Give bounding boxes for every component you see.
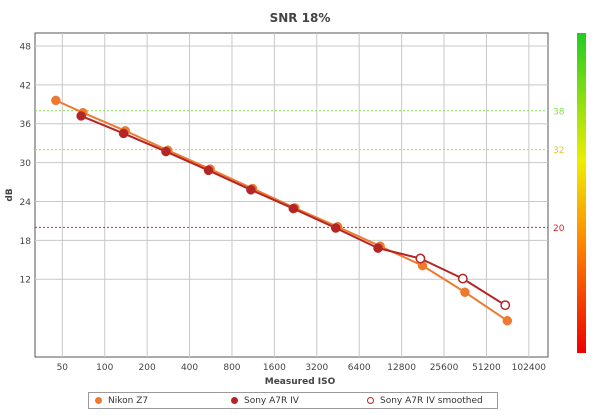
y-axis-label: dB	[5, 188, 15, 201]
legend-label-nikon: Nikon Z7	[108, 395, 149, 406]
y-axis-ticks: 12 18 24 30 36 42 48	[20, 42, 32, 285]
x-tick-label: 3200	[305, 363, 328, 373]
legend-item-nikon-z7[interactable]: Nikon Z7	[89, 396, 225, 406]
x-tick-label: 800	[223, 363, 240, 373]
data-point-nikon-z7	[460, 287, 470, 297]
legend: Nikon Z7 Sony A7R IV Sony A7R IV smoothe…	[88, 392, 498, 409]
x-axis-label: Measured ISO	[265, 377, 336, 387]
grid	[35, 33, 548, 357]
reference-lines: 38 32 20	[35, 107, 565, 234]
y-tick-label: 30	[20, 159, 32, 169]
y-tick-label: 42	[20, 81, 31, 91]
color-scale-bar	[577, 33, 586, 353]
y-tick-label: 24	[20, 198, 32, 208]
legend-marker-sony-smoothed	[367, 397, 374, 404]
data-point-sony-a7r-iv-smoothed	[500, 300, 511, 311]
x-tick-label: 51200	[472, 363, 501, 373]
data-point-nikon-z7	[502, 315, 513, 326]
x-axis-ticks: 50 100 200 400 800 1600 3200 6400 12800 25600 5120…	[57, 363, 547, 373]
x-tick-label: 100	[96, 363, 113, 373]
data-point-sony-a7r-iv-smoothed	[415, 253, 426, 264]
series	[51, 95, 513, 326]
x-tick-label: 102400	[512, 363, 547, 373]
plot-area	[34, 32, 549, 358]
x-tick-label: 12800	[387, 363, 416, 373]
reference-label-20: 20	[553, 224, 565, 234]
x-tick-label: 25600	[430, 363, 459, 373]
data-point-sony-a7r-iv	[76, 111, 86, 121]
data-point-sony-a7r-iv	[246, 185, 256, 195]
y-tick-label: 18	[20, 237, 32, 247]
data-point-nikon-z7	[51, 95, 61, 106]
chart-title: SNR 18%	[270, 11, 331, 25]
reference-label-32: 32	[553, 146, 564, 156]
data-point-sony-a7r-iv	[161, 146, 171, 157]
y-tick-label: 48	[20, 42, 32, 52]
data-point-sony-a7r-iv	[203, 165, 214, 176]
series-line-sony-a7r-iv	[80, 114, 379, 250]
legend-label-sony-smoothed: Sony A7R IV smoothed	[380, 395, 483, 406]
legend-label-sony: Sony A7R IV	[244, 395, 299, 406]
y-tick-label: 36	[20, 120, 32, 130]
data-point-sony-a7r-iv	[288, 203, 299, 214]
x-tick-label: 1600	[263, 363, 286, 373]
series-line-nikon-z7	[55, 99, 508, 322]
data-point-sony-a7r-iv-smoothed	[457, 273, 468, 284]
series-line-sony-a7r-iv-smoothed	[377, 247, 506, 307]
data-point-sony-a7r-iv	[330, 223, 341, 233]
legend-item-sony-a7r-iv[interactable]: Sony A7R IV	[225, 396, 361, 406]
legend-marker-nikon	[95, 397, 102, 404]
data-point-sony-a7r-iv	[118, 128, 129, 139]
x-tick-label: 200	[139, 363, 156, 373]
x-tick-label: 400	[181, 363, 198, 373]
legend-marker-sony	[231, 397, 238, 404]
legend-item-sony-a7r-iv-smoothed[interactable]: Sony A7R IV smoothed	[361, 396, 497, 406]
x-tick-label: 6400	[348, 363, 371, 373]
y-tick-label: 12	[20, 276, 31, 286]
x-tick-label: 50	[57, 363, 69, 373]
reference-label-38: 38	[553, 107, 565, 117]
